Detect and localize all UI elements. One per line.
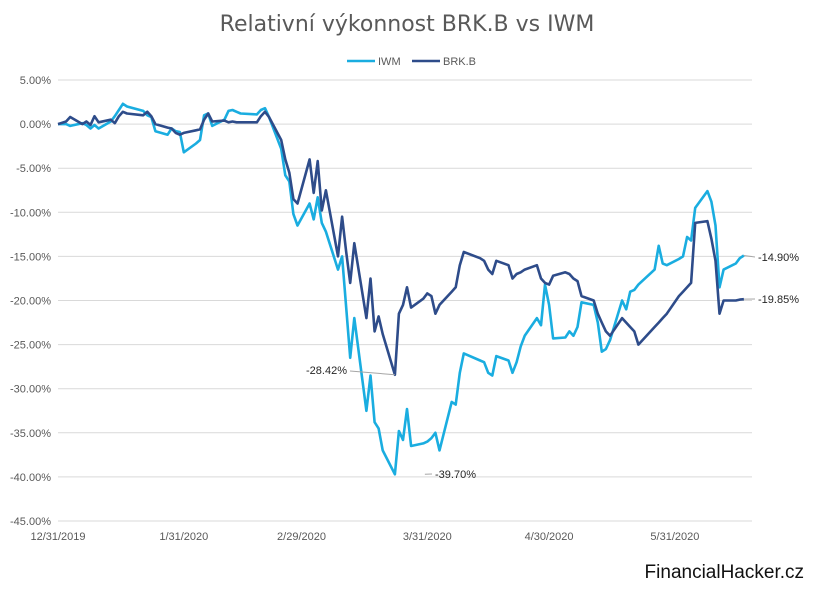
annotation-leader (743, 255, 756, 258)
series-line-brk-b (57, 110, 745, 377)
y-tick-label: -35.00% (10, 428, 51, 440)
series-line-iwm (58, 102, 745, 476)
chart-title: Relativní výkonnost BRK.B vs IWM (219, 12, 595, 37)
annotation-label: -14.90% (758, 252, 799, 264)
x-tick-label: 2/29/2020 (277, 531, 326, 543)
annotation-label: -39.70% (435, 469, 476, 481)
y-tick-label: -10.00% (10, 207, 51, 219)
legend-label-iwm: IWM (378, 56, 401, 68)
y-tick-label: -30.00% (10, 384, 51, 396)
y-tick-label: -15.00% (10, 251, 51, 263)
y-tick-label: -20.00% (10, 296, 51, 308)
watermark-text: FinancialHacker.cz (644, 562, 804, 583)
annotation-leader (349, 370, 395, 376)
y-tick-label: 5.00% (20, 75, 51, 87)
x-tick-label: 3/31/2020 (403, 531, 452, 543)
y-tick-label: -5.00% (16, 163, 51, 175)
y-tick-label: 0.00% (20, 119, 51, 131)
annotation-label: -28.42% (306, 365, 347, 377)
y-tick-label: -40.00% (10, 472, 51, 484)
x-tick-label: 5/31/2020 (650, 531, 699, 543)
x-tick-label: 1/31/2020 (159, 531, 208, 543)
annotation-label: -19.85% (758, 294, 799, 306)
y-tick-label: -45.00% (10, 516, 51, 528)
legend-label-brk-b: BRK.B (443, 56, 476, 68)
x-tick-label: 12/31/2019 (30, 531, 85, 543)
x-tick-label: 4/30/2020 (525, 531, 574, 543)
y-tick-label: -25.00% (10, 340, 51, 352)
